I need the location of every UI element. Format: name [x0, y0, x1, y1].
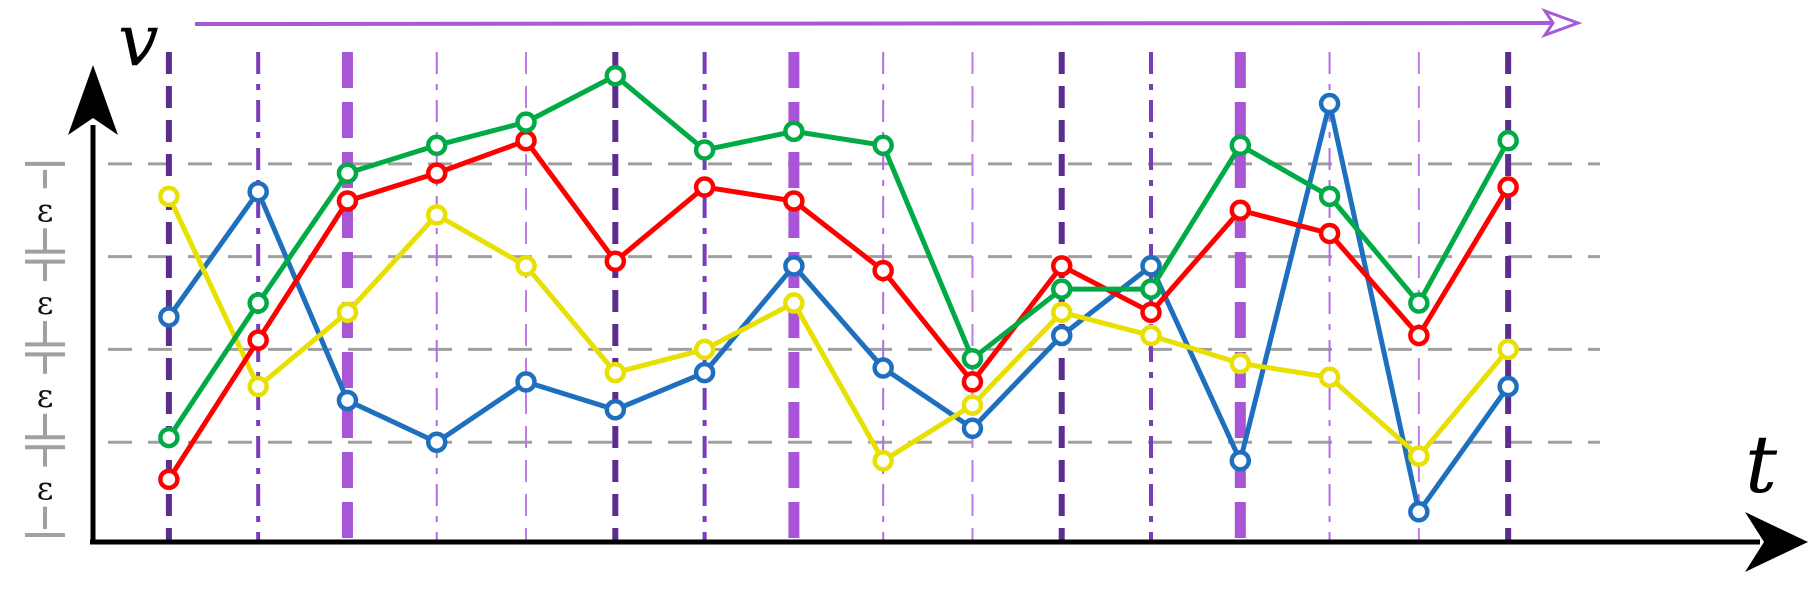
- data-point: [961, 347, 984, 370]
- data-point: [247, 292, 269, 314]
- epsilon-label: ε: [37, 284, 54, 322]
- data-point: [425, 431, 448, 453]
- time-arrow-shaft: [194, 21, 1556, 26]
- series-2: [158, 185, 1519, 472]
- series-line: [166, 195, 1511, 464]
- data-point: [1050, 324, 1073, 347]
- time-arrow-head: [1541, 8, 1583, 38]
- data-point: [158, 468, 180, 491]
- data-point: [1140, 301, 1162, 324]
- epsilon-bands: ε ε ε ε: [25, 161, 65, 537]
- data-point: [1318, 92, 1341, 115]
- data-point: [158, 306, 180, 328]
- time-markers: [165, 52, 1512, 540]
- data-point: [783, 190, 805, 212]
- series-line: [166, 101, 1511, 515]
- data-point: [693, 139, 716, 161]
- data-point: [604, 64, 627, 87]
- data-point: [783, 255, 805, 277]
- data-point: [1229, 199, 1252, 222]
- y-axis-label: v: [118, 0, 159, 82]
- data-point: [1050, 255, 1073, 277]
- epsilon-label: ε: [37, 377, 54, 415]
- data-point: [961, 371, 984, 393]
- data-point: [1140, 324, 1162, 347]
- data-point: [1140, 255, 1162, 277]
- data-point: [515, 371, 537, 393]
- axes: v t: [68, 0, 1808, 572]
- data-point: [783, 292, 805, 314]
- data-point: [1408, 292, 1430, 314]
- data-point: [247, 180, 269, 203]
- data-point: [604, 250, 627, 273]
- data-point: [1408, 445, 1430, 467]
- data-point: [1050, 278, 1073, 300]
- data-point: [604, 361, 627, 384]
- data-point: [1140, 278, 1162, 300]
- series-line: [166, 73, 1511, 439]
- epsilon-label: ε: [37, 191, 54, 229]
- y-axis-arrowhead: [68, 65, 118, 135]
- data-point: [1229, 450, 1252, 472]
- data-point: [1408, 324, 1430, 347]
- data-point: [604, 398, 627, 421]
- data-point: [872, 357, 894, 379]
- data-point: [515, 255, 537, 277]
- data-point: [247, 375, 269, 398]
- data-point: [1229, 134, 1252, 157]
- x-axis-arrowhead: [1745, 512, 1808, 572]
- series-group: [158, 64, 1519, 523]
- data-point: [1318, 366, 1341, 389]
- data-point: [247, 329, 269, 351]
- data-point: [158, 426, 180, 449]
- data-point: [336, 162, 359, 184]
- data-point: [515, 111, 537, 133]
- data-point: [1497, 176, 1519, 198]
- data-point: [1408, 501, 1430, 523]
- data-point: [1050, 301, 1073, 324]
- data-point: [158, 185, 180, 208]
- data-point: [1229, 352, 1252, 375]
- grid-lines: [108, 162, 1600, 444]
- series-line: [166, 138, 1511, 481]
- data-point: [336, 301, 359, 324]
- data-point: [961, 394, 984, 416]
- data-point: [425, 134, 448, 157]
- data-point: [1318, 185, 1341, 208]
- data-point: [336, 389, 359, 412]
- data-point: [872, 450, 894, 472]
- data-point: [693, 176, 716, 198]
- data-point: [425, 204, 448, 226]
- data-point: [1497, 338, 1519, 361]
- data-point: [1318, 222, 1341, 245]
- data-point: [872, 134, 894, 157]
- data-point: [693, 338, 716, 361]
- data-point: [1497, 129, 1519, 152]
- data-point: [961, 417, 984, 440]
- data-point: [872, 259, 894, 282]
- series-4: [158, 64, 1519, 449]
- epsilon-label: ε: [37, 470, 54, 508]
- data-point: [693, 361, 716, 384]
- x-axis-label: t: [1745, 418, 1778, 511]
- data-point: [425, 162, 448, 184]
- series-1: [158, 92, 1519, 523]
- data-point: [515, 129, 537, 152]
- data-point: [336, 190, 359, 212]
- time-arrow: [194, 8, 1583, 38]
- data-point: [1497, 375, 1519, 398]
- data-point: [783, 120, 805, 143]
